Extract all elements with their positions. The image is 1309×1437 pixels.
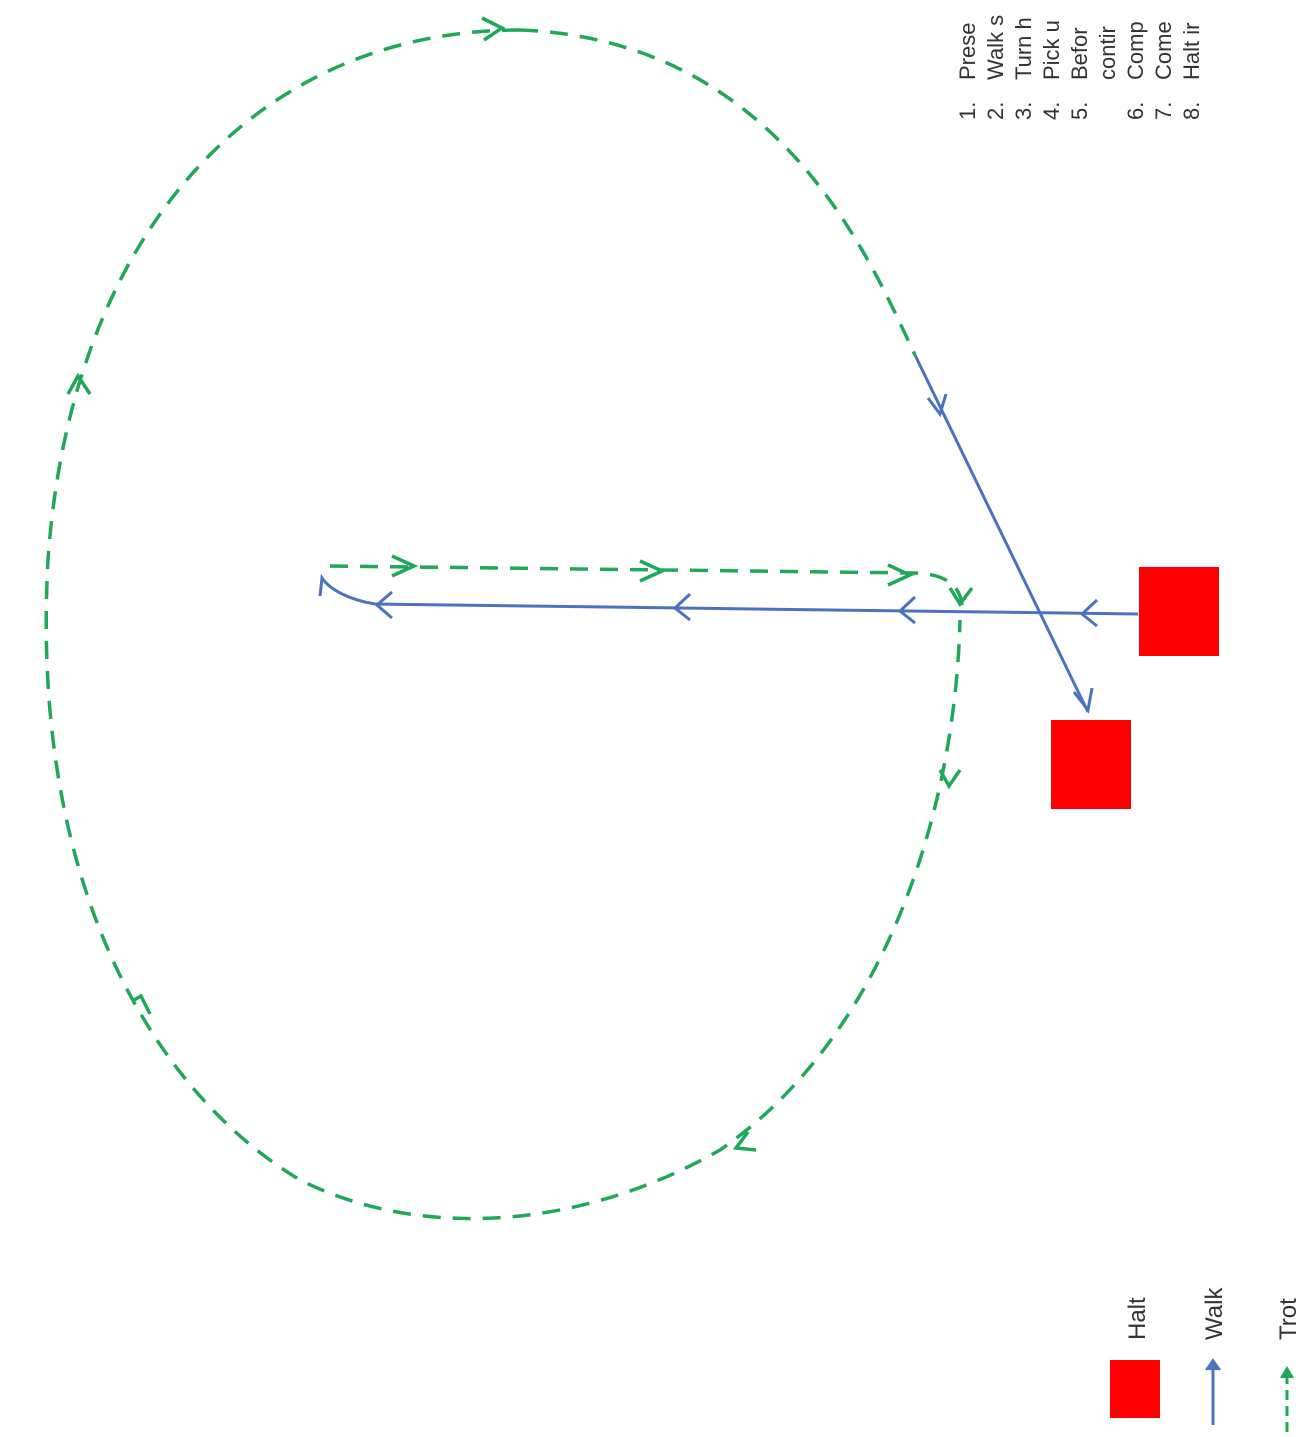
svg-text:Pick u: Pick u (1039, 20, 1064, 80)
walk-centerline-path (318, 573, 1139, 616)
instruction-item: 6. Comp (1123, 21, 1148, 120)
instruction-item: 2. Walk s (983, 15, 1008, 120)
instruction-item: 8. Halt ir (1179, 23, 1204, 120)
trot-arrowheads (66, 16, 974, 1152)
legend: Halt Walk Trot (1110, 1287, 1302, 1432)
instruction-item: 4. Pick u (1039, 20, 1064, 120)
legend-halt-label: Halt (1124, 1297, 1151, 1340)
legend-walk-label: Walk (1201, 1287, 1228, 1340)
svg-text:2.: 2. (983, 102, 1008, 120)
svg-text:Befor: Befor (1067, 27, 1092, 80)
svg-text:contir: contir (1095, 26, 1120, 80)
trot-circle-path (44, 28, 962, 1221)
svg-text:5.: 5. (1067, 102, 1092, 120)
legend-trot-label: Trot (1275, 1298, 1302, 1340)
legend-trot-swatch (1280, 1366, 1294, 1432)
instructions-list: 1. Prese 2. Walk s 3. Turn h 4. Pick u 5… (955, 15, 1204, 120)
svg-text:Prese: Prese (955, 23, 980, 80)
walk-diagonal-path (913, 354, 1090, 713)
svg-text:4.: 4. (1039, 102, 1064, 120)
svg-text:6.: 6. (1123, 102, 1148, 120)
instruction-item: 1. Prese (955, 23, 980, 120)
instruction-item: contir (1095, 26, 1120, 80)
instruction-item: 3. Turn h (1011, 17, 1036, 120)
svg-text:1.: 1. (955, 102, 980, 120)
svg-text:Comp: Comp (1123, 21, 1148, 80)
instruction-item: 5. Befor (1067, 27, 1092, 120)
legend-halt-swatch (1110, 1360, 1160, 1418)
walk-arrowheads (374, 393, 1099, 714)
svg-text:Halt ir: Halt ir (1179, 23, 1204, 80)
halt-marker-start (1139, 567, 1219, 656)
svg-text:8.: 8. (1179, 102, 1204, 120)
svg-text:Walk s: Walk s (983, 15, 1008, 80)
svg-text:Come: Come (1151, 21, 1176, 80)
legend-walk-swatch (1205, 1358, 1221, 1425)
svg-text:7.: 7. (1151, 102, 1176, 120)
instruction-item: 7. Come (1151, 21, 1176, 120)
trot-centerline-path (329, 564, 964, 606)
halt-marker-end (1051, 720, 1131, 809)
svg-text:Turn h: Turn h (1011, 17, 1036, 80)
svg-text:3.: 3. (1011, 102, 1036, 120)
